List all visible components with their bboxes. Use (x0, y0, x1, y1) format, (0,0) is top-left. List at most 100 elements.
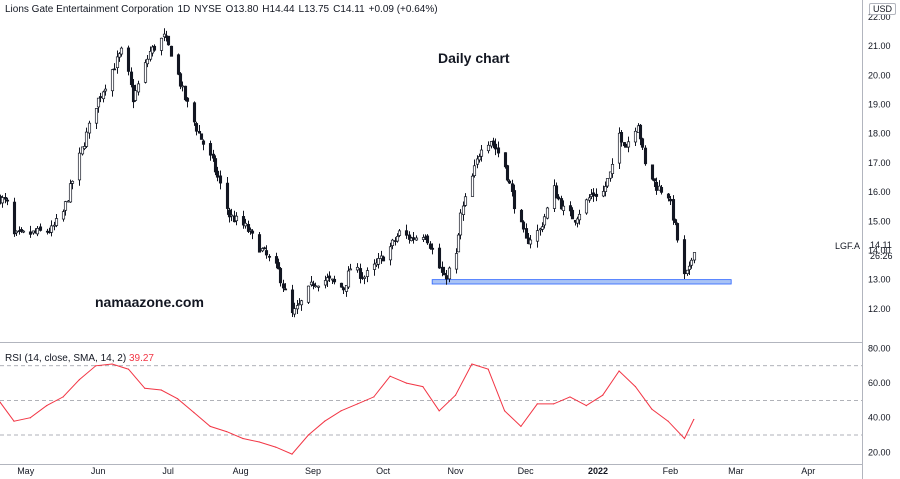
candle-body (98, 96, 103, 99)
candle-body (493, 143, 498, 150)
candle-body (692, 252, 697, 261)
candle-body (341, 287, 346, 291)
x-tick-label: Mar (728, 466, 744, 476)
rsi-tick-label: 80.00 (868, 343, 891, 353)
support-zone-box (431, 279, 732, 285)
candle-body (283, 288, 288, 291)
candle-body (554, 185, 559, 199)
candle-body (528, 239, 533, 245)
rsi-point (520, 425, 522, 427)
candle-body (101, 91, 106, 100)
candle-body (682, 239, 687, 275)
candle-body (176, 54, 181, 75)
candle-body (218, 175, 223, 184)
candle-body (442, 272, 447, 276)
candle-body (559, 198, 564, 210)
ohlc-close: C14.11 (333, 4, 365, 15)
candle-body (276, 262, 281, 270)
candle-body (568, 205, 573, 212)
rsi-point (95, 365, 97, 367)
candle-body (503, 152, 508, 168)
candle-body (115, 56, 120, 69)
candle-body (638, 124, 643, 140)
price-tick-label: 21.00 (868, 41, 891, 51)
candle-body (208, 143, 213, 156)
price-tick-label: 18.00 (868, 129, 891, 139)
candle-body (5, 199, 10, 202)
candle-body (103, 88, 108, 92)
candle-body (570, 209, 575, 220)
candle-body (542, 216, 547, 226)
candle-body (577, 213, 582, 221)
currency-button[interactable]: USD (868, 3, 896, 15)
candle-body (617, 132, 622, 164)
company-name: Lions Gate Entertainment Corporation (5, 4, 174, 15)
rsi-point (422, 385, 424, 388)
candle-body (14, 230, 19, 234)
candle-body (654, 181, 659, 191)
candle-body (143, 62, 148, 83)
candle-body (70, 180, 75, 184)
candle-body (376, 258, 381, 265)
candle-body (344, 285, 349, 292)
candle-body (94, 108, 99, 124)
candle-body (372, 263, 377, 270)
candle-body (229, 214, 234, 217)
candle-body (633, 130, 638, 143)
candle-body (28, 231, 33, 235)
candle-body (643, 147, 648, 165)
candle-body (21, 230, 26, 233)
candle-body (119, 47, 124, 55)
candle-body (535, 230, 540, 242)
rsi-point (275, 446, 277, 448)
rsi-point (307, 434, 309, 436)
candle-body (192, 102, 197, 123)
candle-body (626, 141, 631, 148)
candle-body (299, 300, 304, 306)
last-price: 14.11 (870, 240, 892, 250)
candle-body (608, 171, 613, 179)
rsi-value: 39.27 (128, 353, 154, 364)
candle-body (246, 224, 251, 232)
candle-body (213, 158, 218, 173)
candle-body (325, 277, 330, 282)
candle-body (388, 246, 393, 261)
candle-body (666, 193, 671, 199)
candle-body (381, 256, 386, 262)
candle-body (316, 285, 321, 288)
price-tick-label: 17.00 (868, 158, 891, 168)
x-tick-label: Dec (518, 466, 535, 476)
candle-body (605, 178, 610, 187)
candle-body (129, 71, 134, 85)
candle-body (440, 266, 445, 273)
candle-body (673, 219, 678, 223)
candle-body (96, 97, 101, 108)
candle-body (306, 285, 311, 303)
candle-body (601, 191, 606, 197)
rsi-point (127, 368, 130, 370)
candle-body (365, 270, 370, 277)
candle-body (19, 229, 24, 232)
candle-body (180, 85, 185, 88)
candle-body (456, 234, 461, 253)
candle-body (519, 209, 524, 223)
candle-body (346, 270, 351, 288)
candle-body (603, 186, 608, 192)
rsi-point (0, 401, 1, 403)
candle-body (540, 226, 545, 230)
rsi-point (160, 389, 162, 391)
candle-body (685, 269, 690, 274)
candle-body (458, 212, 463, 236)
ohlc-open: O13.80 (225, 4, 259, 15)
bar-countdown: 26:26 (870, 251, 893, 261)
candle-body (77, 152, 82, 181)
price-tick-label: 22.00 (868, 12, 891, 22)
candle-body (561, 205, 566, 211)
candle-body (197, 130, 202, 134)
rsi-label: RSI (14, close, SMA, 14, 2) (5, 353, 127, 364)
candle-body (332, 278, 337, 283)
candle-body (475, 158, 480, 165)
candle-body (587, 197, 592, 201)
price-tick-label: 16.00 (868, 187, 891, 197)
